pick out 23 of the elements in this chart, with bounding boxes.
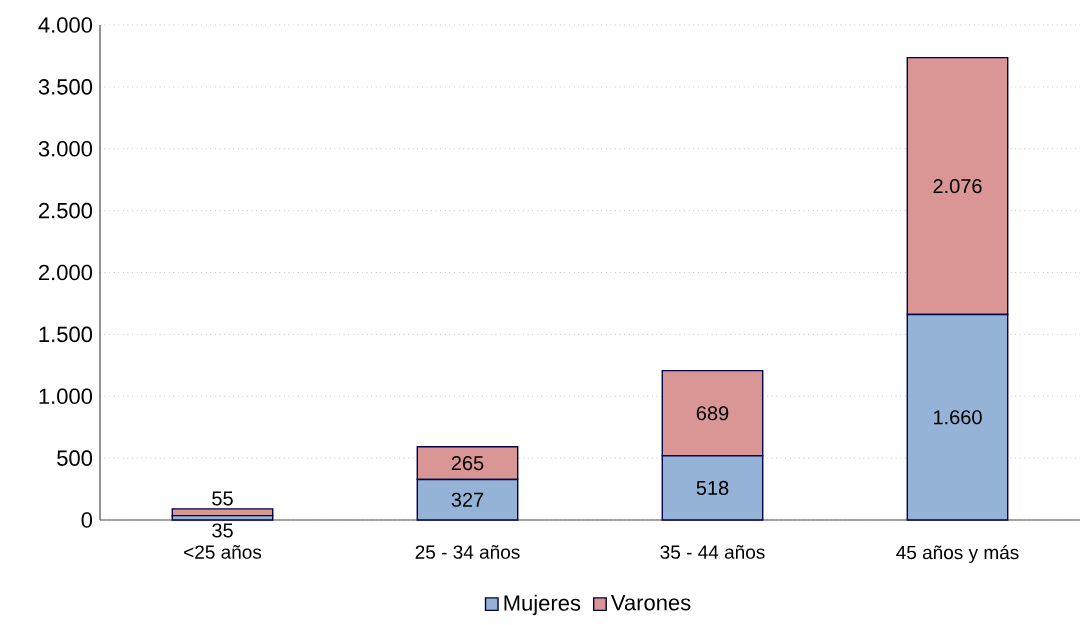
data-label: 518 (696, 480, 729, 496)
y-tick-label: 3.500 (38, 79, 93, 95)
data-label: 35 (212, 523, 233, 538)
y-tick-label: 500 (57, 450, 93, 466)
data-label: 55 (212, 491, 233, 506)
data-label: 689 (696, 406, 729, 421)
data-label: 2.076 (933, 179, 982, 194)
y-tick-label: 4.000 (38, 17, 93, 33)
data-label: 327 (451, 492, 484, 507)
y-tick-label: 3.000 (38, 140, 93, 157)
x-tick-label: <25 años (184, 545, 262, 559)
x-tick-label: 35 - 44 años (660, 545, 765, 559)
y-tick-label: 2.000 (38, 264, 93, 281)
legend-label: Mujeres (504, 594, 581, 616)
legend-label: Varones (610, 595, 691, 611)
x-tick-label: 25 - 34 años (415, 545, 520, 559)
y-tick-label: 1.000 (39, 388, 93, 405)
y-tick-label: 2.500 (38, 202, 93, 219)
x-tick-label: 45 años y más (896, 545, 1019, 563)
data-label: 1.660 (934, 410, 982, 425)
y-tick-label: 1.500 (39, 326, 93, 343)
data-label: 265 (451, 456, 484, 471)
y-tick-label: 0 (81, 512, 93, 528)
